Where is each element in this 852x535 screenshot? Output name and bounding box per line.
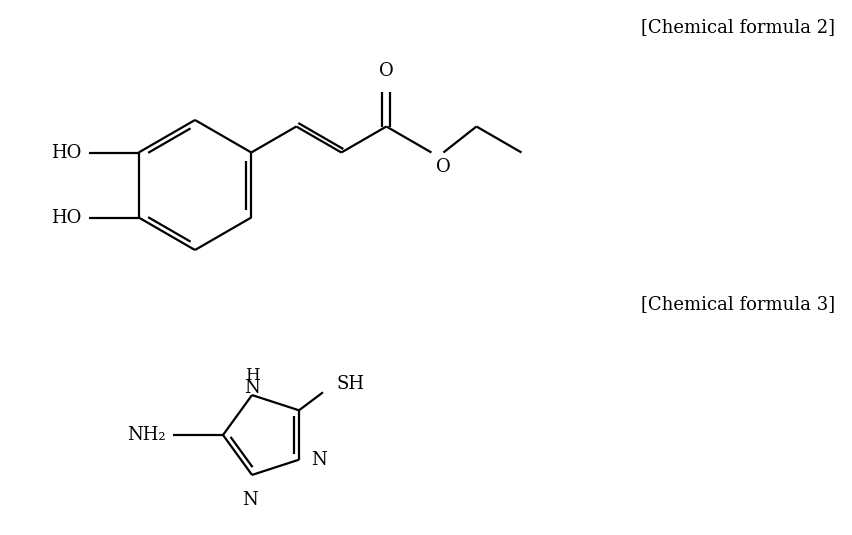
Text: N: N (242, 491, 258, 509)
Text: [Chemical formula 2]: [Chemical formula 2] (641, 18, 835, 36)
Text: [Chemical formula 3]: [Chemical formula 3] (641, 295, 835, 313)
Text: HO: HO (51, 143, 82, 162)
Text: N: N (245, 379, 260, 397)
Text: N: N (311, 450, 326, 469)
Text: H: H (245, 366, 259, 384)
Text: HO: HO (51, 209, 82, 226)
Text: O: O (436, 157, 452, 175)
Text: O: O (379, 62, 394, 80)
Text: NH₂: NH₂ (128, 426, 166, 444)
Text: SH: SH (337, 376, 365, 393)
